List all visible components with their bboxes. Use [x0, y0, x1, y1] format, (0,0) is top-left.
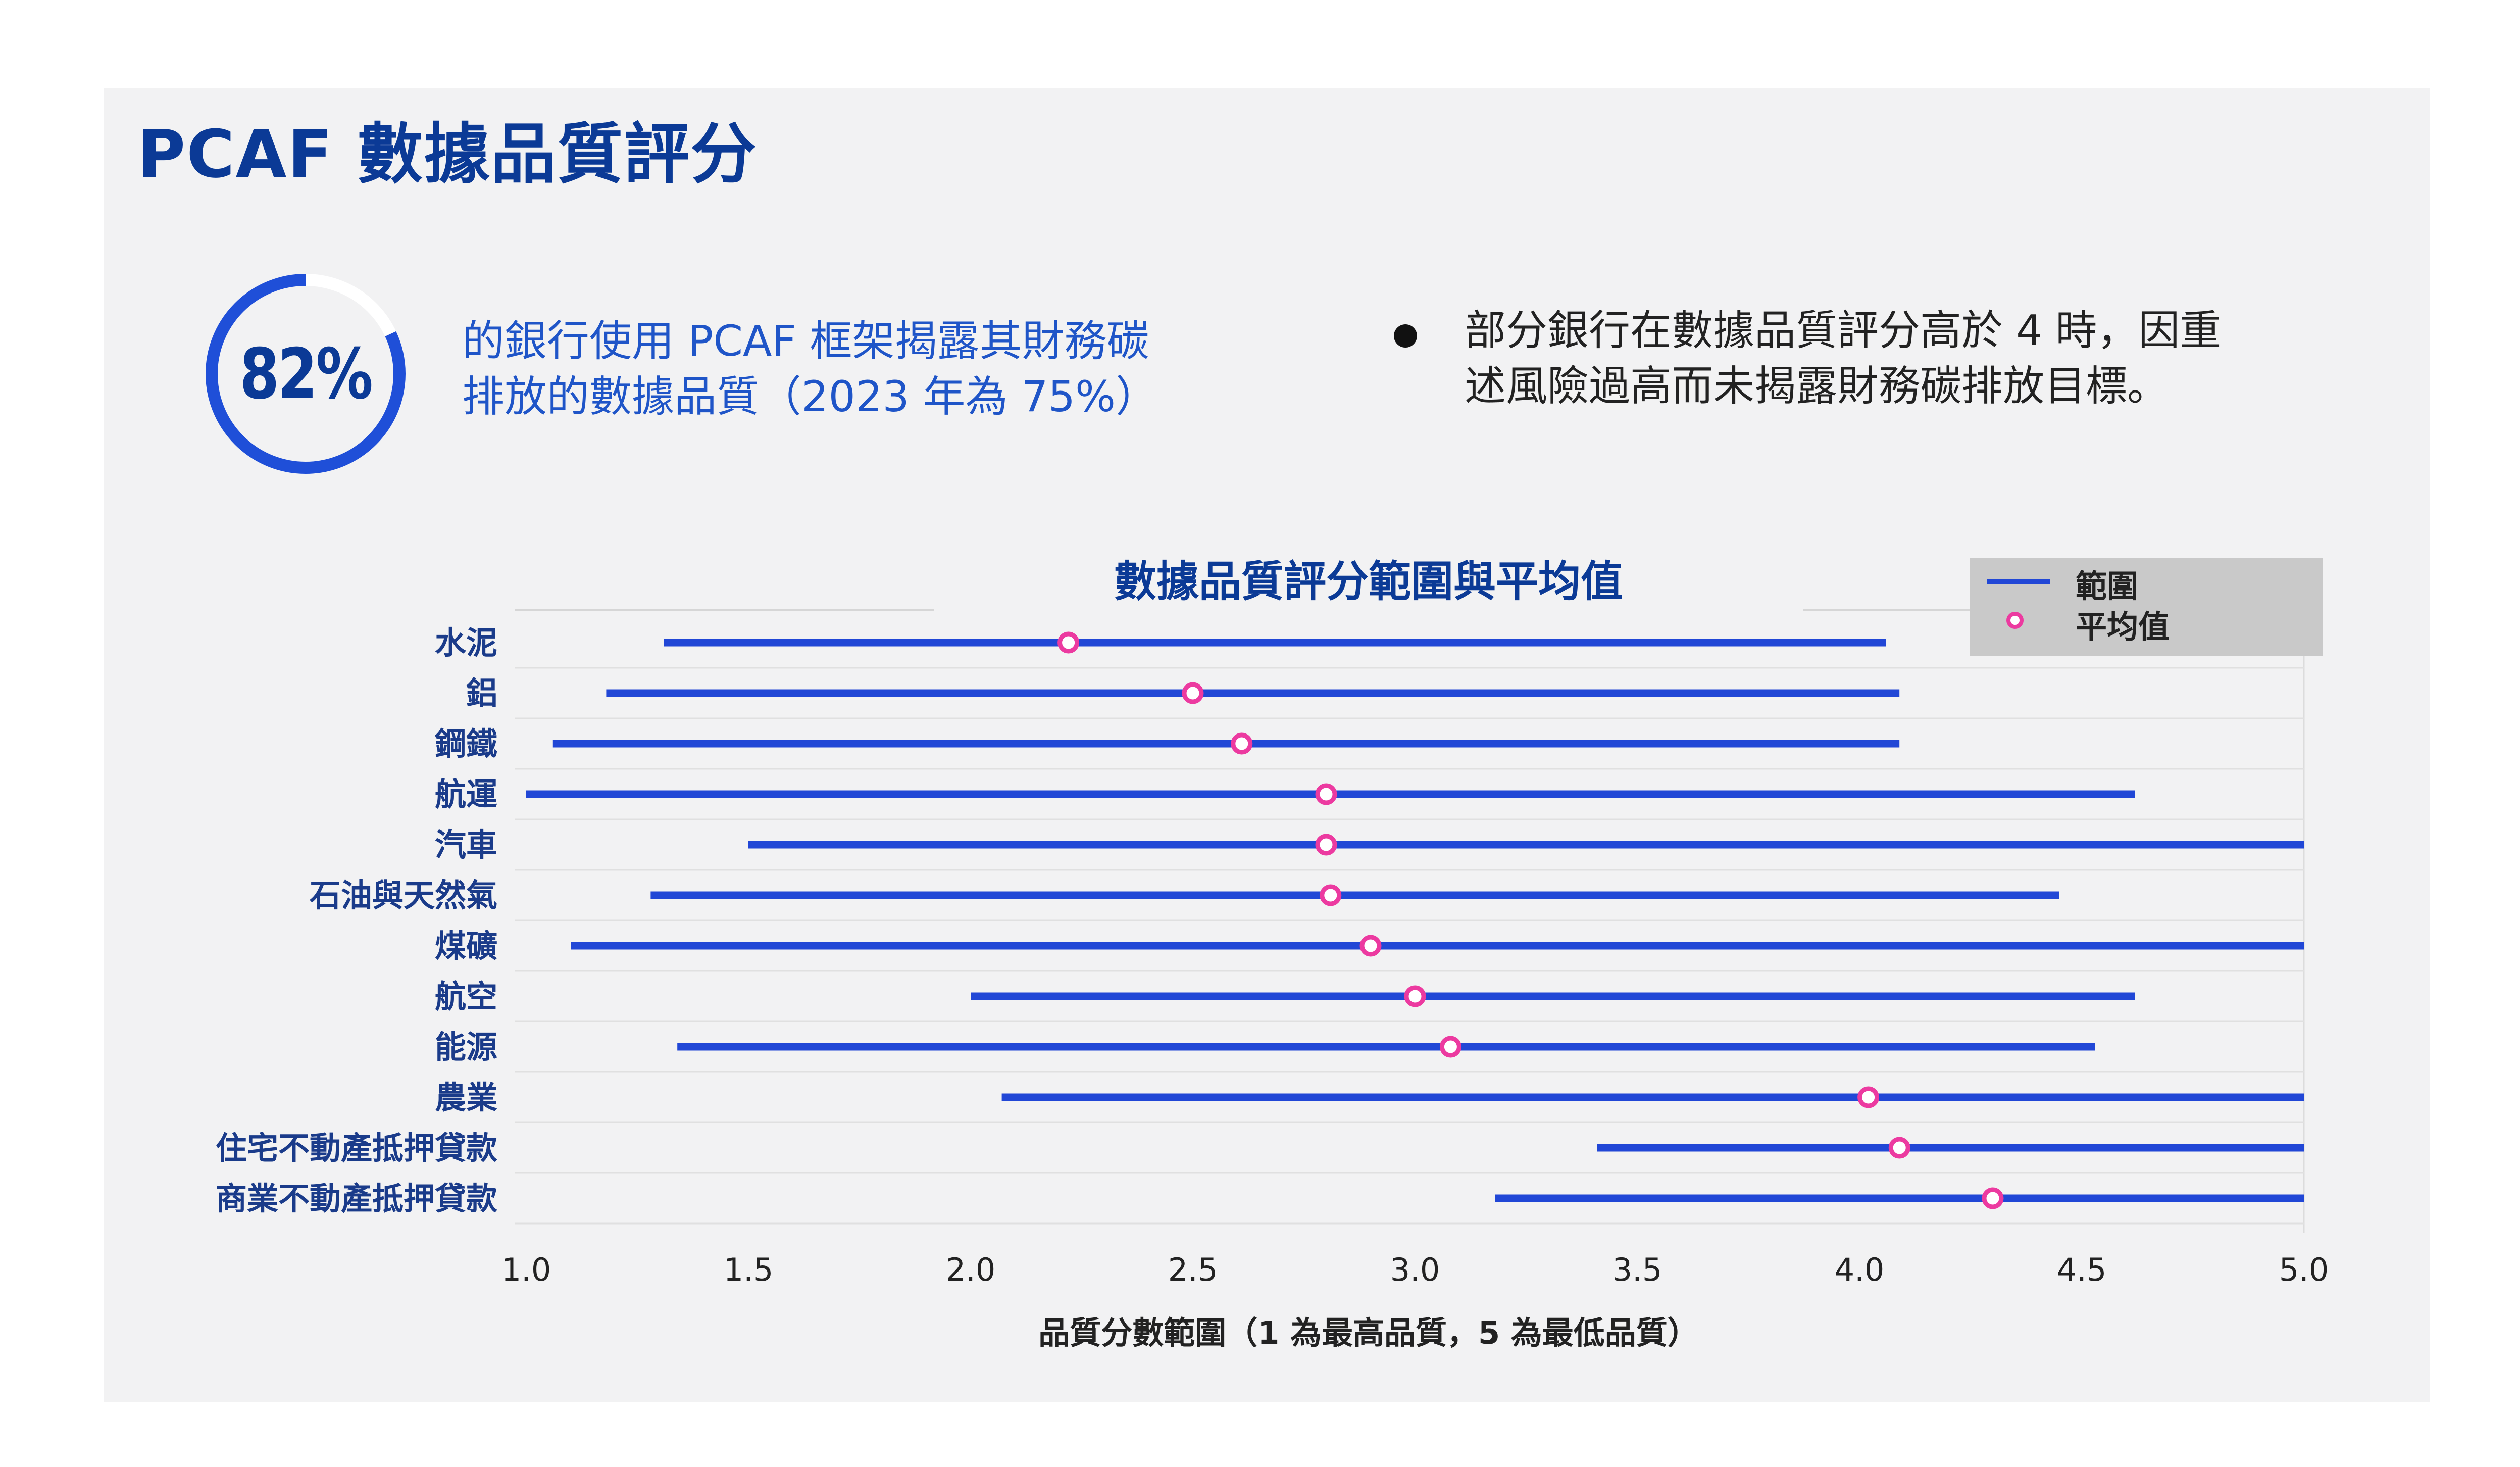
kpi-ring-progress	[206, 274, 406, 474]
legend-range-label: 範圍	[2076, 568, 2139, 605]
bullet-icon	[1394, 324, 1417, 348]
x-axis-label: 品質分數範圍（1 為最高品質，5 為最低品質）	[1038, 1314, 1698, 1351]
category-label: 煤礦	[435, 927, 497, 964]
category-label: 能源	[435, 1029, 497, 1065]
chart-grid	[515, 609, 2305, 1233]
note-line-1: 部分銀行在數據品質評分高於 4 時，因重	[1465, 307, 2222, 355]
x-tick-labels: 1.0 1.5 2.0 2.5 3.0 3.5 4.0 4.5 5.0	[501, 1251, 2329, 1288]
x-tick-label: 4.5	[2057, 1251, 2107, 1288]
category-label: 航空	[435, 978, 497, 1015]
mean-marker	[1888, 1137, 1910, 1159]
x-tick-label: 3.5	[1612, 1251, 1662, 1288]
category-label: 鋁	[466, 675, 497, 712]
mean-marker	[1231, 732, 1253, 755]
mean-marker	[1315, 783, 1337, 805]
category-label: 汽車	[435, 826, 497, 863]
category-label: 航運	[435, 776, 497, 813]
category-label: 農業	[435, 1079, 497, 1116]
mean-marker	[1857, 1086, 1880, 1108]
chart-title: 數據品質評分範圍與平均值	[1114, 557, 1623, 606]
note-block: 部分銀行在數據品質評分高於 4 時，因重 述風險過高而未揭露財務碳排放目標。	[1394, 303, 2353, 414]
x-tick-label: 3.0	[1390, 1251, 1440, 1288]
mean-marker	[1315, 834, 1337, 856]
chart-legend: 範圍 平均值	[1970, 558, 2323, 656]
mean-marker	[1359, 935, 1382, 957]
x-tick-label: 1.5	[724, 1251, 774, 1288]
page-title: PCAF 數據品質評分	[137, 116, 758, 192]
x-tick-label: 2.5	[1168, 1251, 1218, 1288]
legend-mean-swatch	[2006, 612, 2024, 629]
category-labels: 水泥鋁鋼鐵航運汽車石油與天然氣煤礦航空能源農業住宅不動產抵押貸款商業不動產抵押貸…	[216, 624, 497, 1217]
kpi-ring	[206, 274, 406, 474]
kpi-description: 的銀行使用 PCAF 框架揭露其財務碳 排放的數據品質（2023 年為 75%）	[462, 313, 1270, 424]
category-label: 鋼鐵	[435, 725, 497, 762]
kpi-value: 82%	[239, 333, 373, 415]
kpi-description-line-2: 排放的數據品質（2023 年為 75%）	[462, 372, 1158, 421]
category-label: 水泥	[435, 624, 497, 661]
note-line-2: 述風險過高而未揭露財務碳排放目標。	[1465, 362, 2169, 410]
x-tick-label: 2.0	[946, 1251, 996, 1288]
x-tick-label: 1.0	[501, 1251, 551, 1288]
category-label: 住宅不動產抵押貸款	[216, 1130, 497, 1166]
mean-marker	[1057, 631, 1080, 654]
kpi-donut: 82%	[199, 268, 412, 480]
x-tick-label: 4.0	[1835, 1251, 1885, 1288]
category-label: 商業不動產抵押貸款	[216, 1180, 497, 1217]
mean-series	[1057, 631, 2004, 1209]
mean-marker	[1320, 884, 1342, 906]
kpi-description-line-1: 的銀行使用 PCAF 框架揭露其財務碳	[462, 316, 1149, 366]
mean-marker	[1982, 1187, 2004, 1209]
legend-range-swatch	[1987, 579, 2050, 584]
x-tick-label: 5.0	[2279, 1251, 2329, 1288]
mean-marker	[1182, 682, 1204, 704]
legend-mean-label: 平均值	[2076, 608, 2170, 645]
mean-marker	[1404, 985, 1426, 1007]
mean-marker	[1439, 1036, 1461, 1058]
category-label: 石油與天然氣	[310, 877, 497, 914]
